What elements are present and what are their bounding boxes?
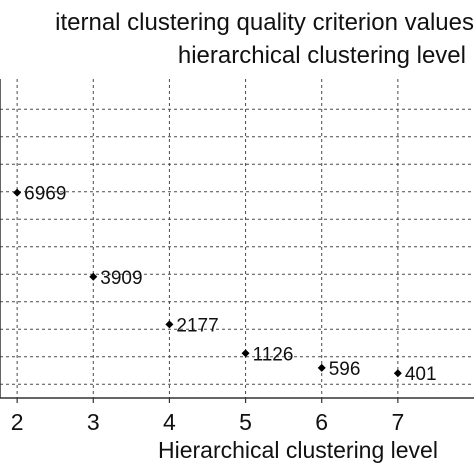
chart-title-line-2: hierarchical clustering level xyxy=(178,42,466,69)
x-ticks-layer: 2 3 4 5 6 7 xyxy=(11,398,404,435)
x-tick-label: 2 xyxy=(11,409,24,435)
x-tick-label: 3 xyxy=(87,409,100,435)
x-tick-label: 7 xyxy=(391,409,404,435)
data-point xyxy=(317,363,326,372)
x-tick-label: 4 xyxy=(163,409,176,435)
data-point xyxy=(13,188,22,197)
x-tick-label: 6 xyxy=(315,409,328,435)
data-label: 1126 xyxy=(253,344,294,365)
points-layer: 6969 3909 2177 1126 596 401 xyxy=(13,184,437,385)
grid-layer xyxy=(0,79,474,398)
data-label: 3909 xyxy=(100,268,142,289)
x-tick-label: 5 xyxy=(239,409,252,435)
data-point xyxy=(165,320,174,329)
data-point xyxy=(393,369,402,378)
data-point xyxy=(241,349,250,358)
data-point xyxy=(89,272,98,281)
data-label: 6969 xyxy=(24,184,66,205)
data-label: 596 xyxy=(329,359,361,380)
chart-title-line-1: iternal clustering quality criterion val… xyxy=(55,9,474,36)
data-label: 2177 xyxy=(176,315,218,336)
data-label: 401 xyxy=(405,364,437,385)
x-axis-label: Hierarchical clustering level xyxy=(158,437,438,463)
